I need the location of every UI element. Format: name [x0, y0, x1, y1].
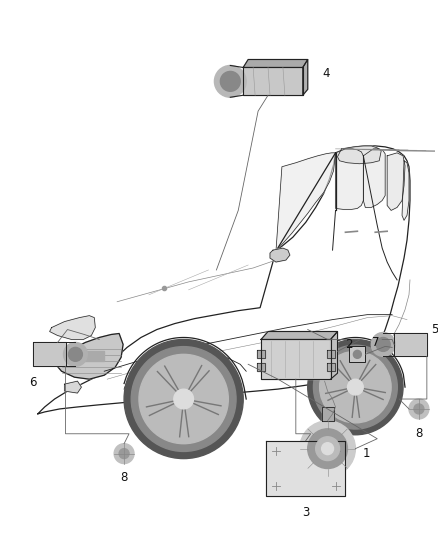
Polygon shape	[261, 340, 331, 379]
Circle shape	[347, 379, 363, 395]
FancyBboxPatch shape	[350, 346, 365, 362]
Circle shape	[320, 351, 391, 423]
Polygon shape	[336, 149, 364, 209]
Polygon shape	[276, 153, 336, 251]
Polygon shape	[49, 316, 95, 340]
Circle shape	[414, 404, 424, 414]
Circle shape	[124, 340, 243, 458]
Polygon shape	[327, 350, 335, 358]
Circle shape	[308, 340, 403, 435]
Polygon shape	[387, 153, 405, 211]
Text: 4: 4	[323, 67, 330, 80]
Circle shape	[174, 389, 194, 409]
Text: 8: 8	[415, 427, 423, 440]
Polygon shape	[270, 248, 290, 262]
Polygon shape	[331, 332, 338, 379]
Text: 8: 8	[120, 472, 128, 484]
Polygon shape	[56, 334, 123, 379]
Circle shape	[64, 342, 87, 366]
Polygon shape	[33, 342, 66, 366]
Polygon shape	[257, 350, 265, 358]
Circle shape	[114, 443, 134, 464]
Circle shape	[131, 346, 236, 451]
Polygon shape	[327, 364, 335, 371]
Text: 2: 2	[346, 338, 353, 351]
Circle shape	[314, 345, 397, 429]
Circle shape	[376, 337, 390, 351]
Circle shape	[119, 449, 129, 458]
Text: 6: 6	[29, 376, 36, 389]
Polygon shape	[321, 407, 334, 421]
Text: 7: 7	[372, 336, 380, 349]
Polygon shape	[338, 146, 381, 164]
Polygon shape	[266, 441, 346, 496]
Polygon shape	[243, 60, 308, 68]
Circle shape	[371, 333, 395, 357]
Polygon shape	[243, 68, 303, 95]
Polygon shape	[364, 149, 385, 207]
Polygon shape	[79, 351, 104, 361]
Circle shape	[300, 421, 355, 477]
Text: 3: 3	[302, 506, 309, 519]
Polygon shape	[38, 146, 410, 414]
Circle shape	[215, 66, 246, 97]
Circle shape	[321, 443, 334, 455]
Circle shape	[409, 399, 429, 419]
Polygon shape	[402, 161, 409, 220]
Polygon shape	[64, 381, 81, 393]
Text: 5: 5	[431, 323, 438, 336]
Circle shape	[353, 350, 361, 358]
Circle shape	[68, 348, 82, 361]
Circle shape	[139, 354, 228, 443]
Polygon shape	[303, 60, 308, 95]
Circle shape	[220, 71, 240, 91]
Text: 1: 1	[362, 447, 370, 460]
Polygon shape	[257, 364, 265, 371]
Circle shape	[316, 437, 339, 461]
Polygon shape	[394, 333, 427, 357]
Circle shape	[308, 429, 347, 469]
Polygon shape	[261, 332, 338, 340]
